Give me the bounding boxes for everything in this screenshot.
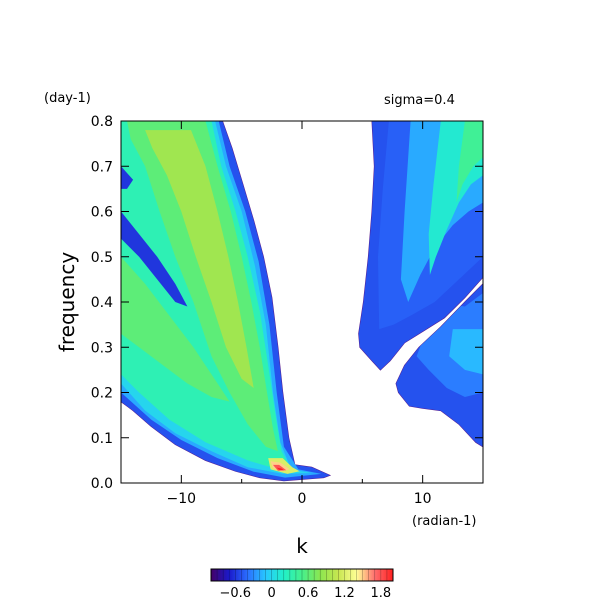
- y-tick-label: 0.4: [91, 295, 113, 311]
- westward-fan: [121, 121, 332, 482]
- colorbar-tick-label: 0.6: [298, 586, 319, 601]
- y-tick-label: 0.7: [91, 159, 113, 175]
- heatmap-field: [121, 121, 483, 482]
- eastward-upper-band-3: [456, 121, 483, 203]
- colorbar-tick-label: −0.6: [219, 586, 251, 601]
- x-axis-title: k: [296, 534, 308, 558]
- colorbar: −0.6 0 0.6 1.2 1.8: [210, 568, 394, 601]
- westward-fan-contour-5: [121, 256, 230, 402]
- y-axis: 0.0 0.1 0.2 0.3 0.4 0.5 0.6 0.7 0.8: [91, 114, 483, 492]
- y-tick-label: 0.2: [91, 386, 113, 402]
- x-tick-label: 10: [414, 491, 432, 507]
- y-tick-label: 0.8: [91, 114, 113, 130]
- x-unit-label: (radian-1): [412, 514, 477, 529]
- colorbar-ticks: −0.6 0 0.6 1.2 1.8: [216, 569, 394, 601]
- eastward-lower: [395, 283, 483, 448]
- westward-fan-contour-4: [145, 130, 254, 388]
- x-tick-label: −10: [167, 491, 197, 507]
- westward-fan-contour-8: [273, 464, 287, 471]
- westward-fan-contour-9: [276, 467, 284, 471]
- y-tick-label: 0.6: [91, 205, 113, 221]
- colorbar-tick-label: 1.2: [334, 586, 355, 601]
- y-tick-label: 0.1: [91, 431, 113, 447]
- y-axis-title: frequency: [55, 252, 79, 352]
- eastward-upper: [358, 121, 483, 371]
- eastward-lower-band-5: [449, 329, 483, 375]
- y-tick-label: 0.5: [91, 250, 113, 266]
- sigma-annotation: sigma=0.4: [384, 93, 455, 108]
- y-unit-label: (day-1): [44, 91, 91, 106]
- y-tick-label: 0.3: [91, 340, 113, 356]
- x-tick-label: 0: [298, 491, 307, 507]
- westward-fan-contour-11: [121, 166, 134, 189]
- colorbar-tick-label: 0: [268, 586, 276, 601]
- y-tick-label: 0.0: [91, 476, 113, 492]
- westward-fan-contour-10: [121, 211, 188, 307]
- x-axis: −10 0 10: [120, 121, 484, 507]
- colorbar-tick-label: 1.8: [371, 586, 392, 601]
